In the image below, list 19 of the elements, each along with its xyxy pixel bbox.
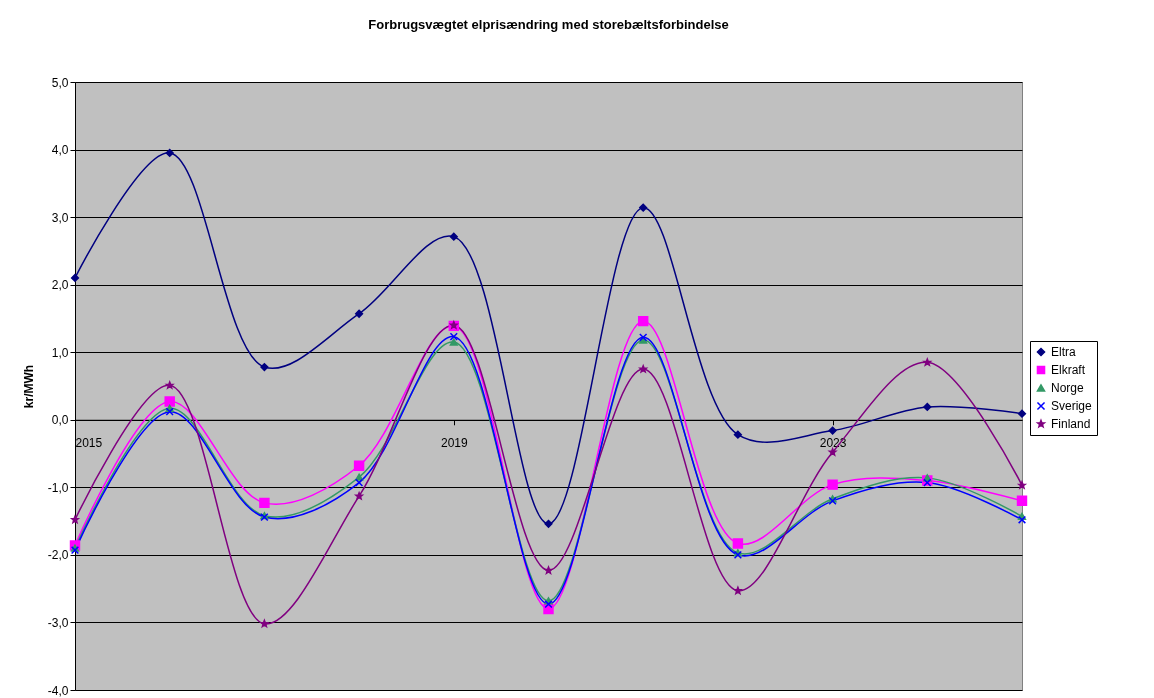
y-tick-label: -2,0 [47,548,69,563]
legend-label: Sverige [1051,399,1093,413]
y-tick-label: 0,0 [51,413,69,428]
y-tick-label: 3,0 [51,210,69,225]
y-tick-label: 5,0 [51,75,69,90]
x-tick-label: 2015 [75,436,103,451]
y-tick-label: -1,0 [47,480,69,495]
y-tick-label: -3,0 [47,615,69,630]
y-tick-label: 4,0 [51,143,69,158]
legend-label: Norge [1051,381,1085,395]
y-tick-label: 1,0 [51,345,69,360]
chart-title: Forbrugsvægtet elprisændring med storebæltsforbindelse [368,17,729,32]
legend-label: Eltra [1051,345,1076,359]
x-tick-label: 2019 [440,436,468,451]
legend-label: Elkraft [1051,363,1086,377]
y-tick-label: 2,0 [51,278,69,293]
y-axis-title: kr/MWh [21,364,36,409]
legend-label: Finland [1051,417,1091,431]
y-tick-label: -4,0 [47,683,69,698]
